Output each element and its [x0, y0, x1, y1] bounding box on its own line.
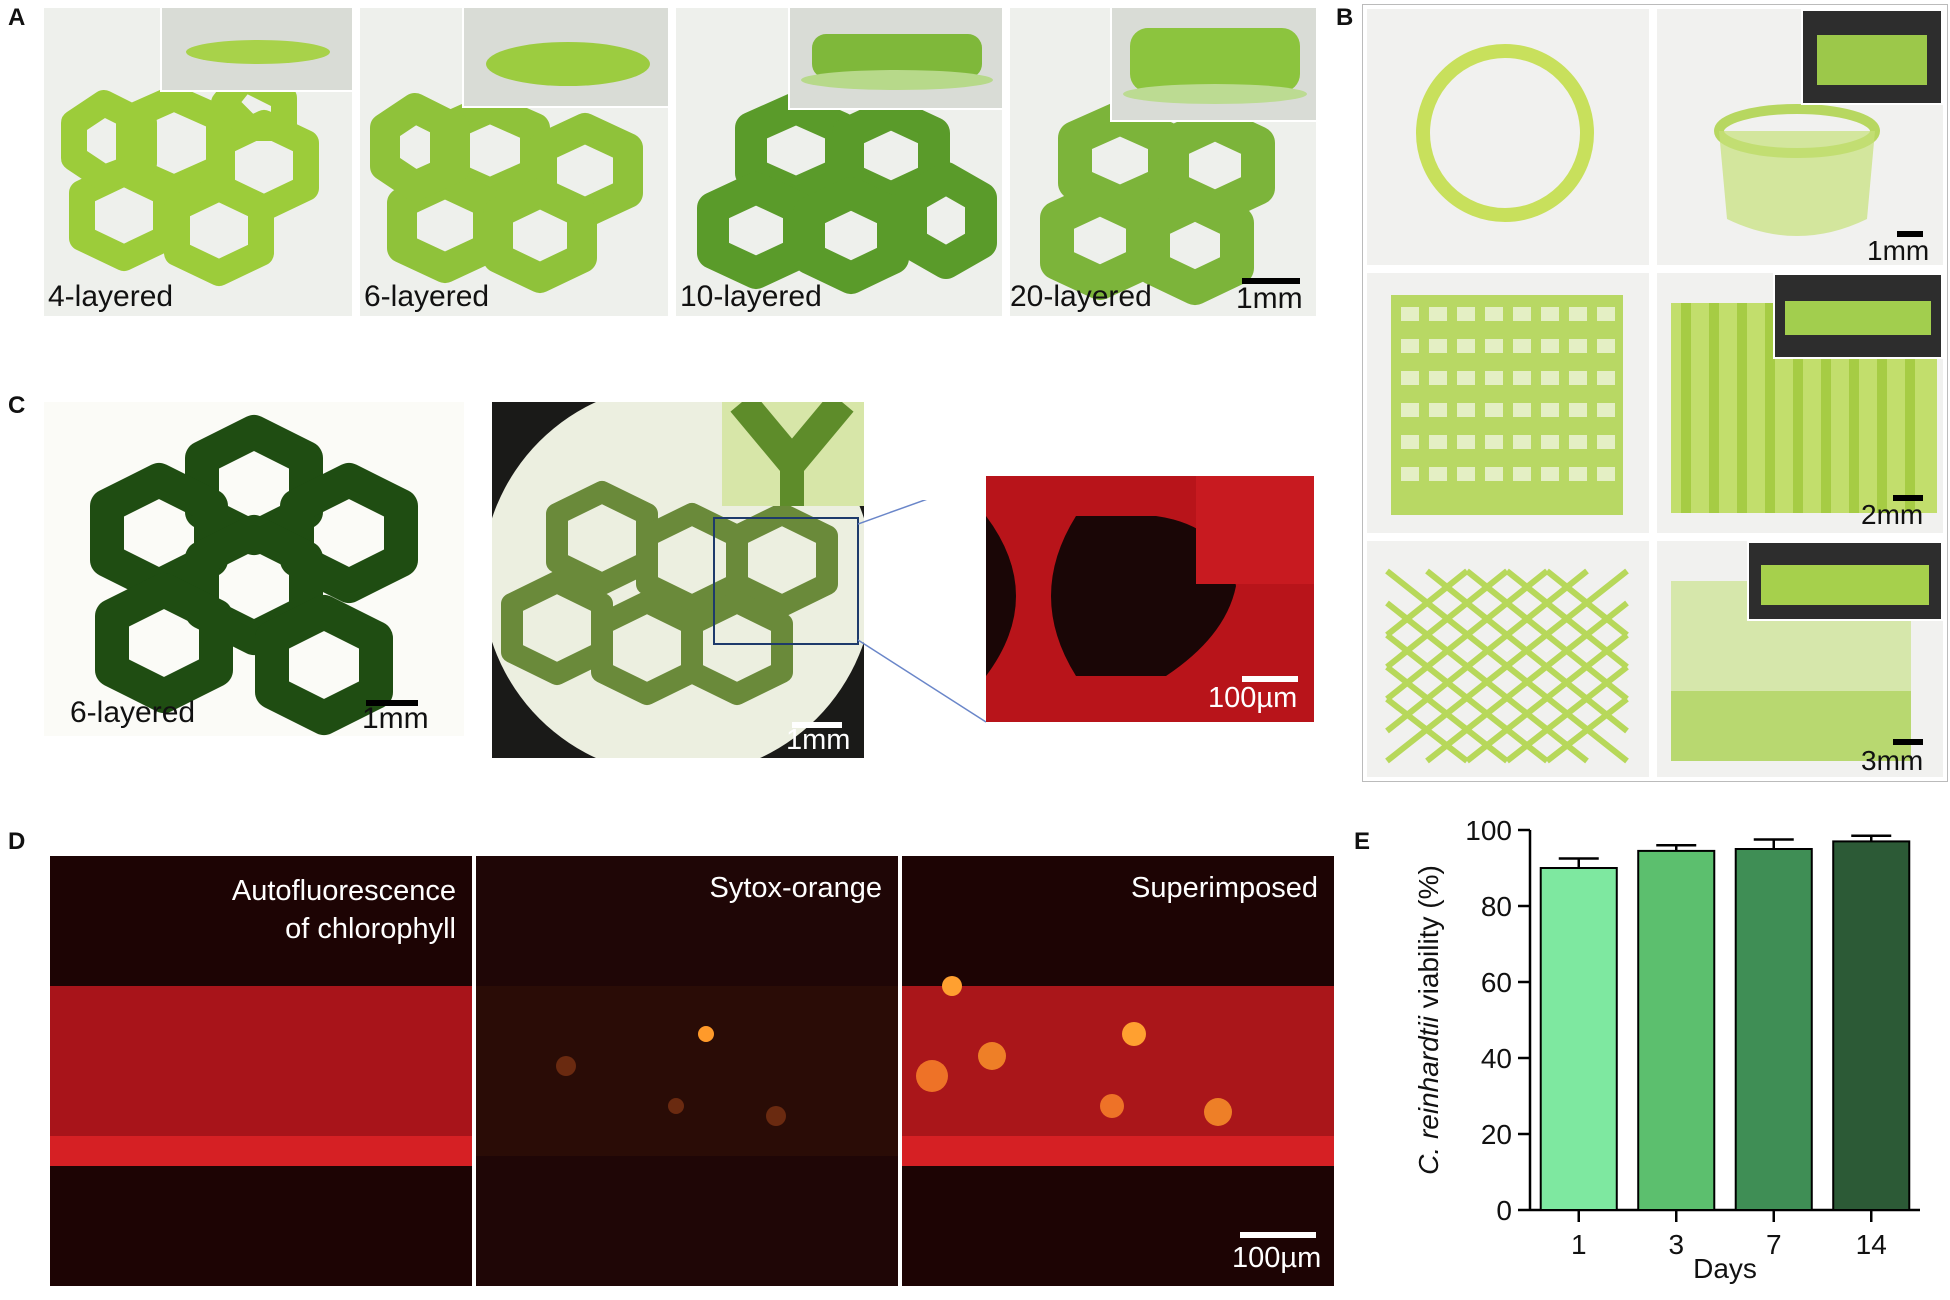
scale-bar — [1893, 739, 1923, 745]
panel-e-chart: 0 20 40 60 80 100 1 3 7 14 Days C. reinhardtii viab… — [1380, 820, 1940, 1290]
scale-bar — [1242, 676, 1298, 682]
photo-lattice-top — [1367, 541, 1649, 777]
bar — [1539, 867, 1618, 1211]
photo-4-layered: 4-layered — [44, 8, 352, 316]
photo-6-layered: 6-layered — [360, 8, 668, 316]
panel-label-e: E — [1354, 828, 1371, 855]
bar — [1734, 848, 1813, 1211]
photo-microscope: 1mm — [492, 402, 864, 758]
y-tick-label: 0 — [1496, 1195, 1512, 1226]
photo-inset — [1747, 541, 1943, 621]
scale-label: 3mm — [1861, 745, 1924, 776]
panel-b: 1mm 2mm — [1362, 4, 1948, 782]
scale-bar — [366, 700, 418, 706]
caption-6-layered: 6-layered — [364, 280, 490, 313]
photo-20-layered: 20-layered 1mm — [1010, 8, 1316, 316]
photo-inset — [160, 8, 352, 92]
scale-label: 1mm — [1867, 235, 1930, 265]
title-line-1: Autofluorescence — [231, 875, 456, 907]
y-tick-label: 80 — [1481, 891, 1512, 922]
panel-label-a: A — [8, 4, 26, 31]
caption-10-layered: 10-layered — [680, 280, 822, 313]
photo-inset — [1801, 9, 1943, 105]
photo-10-layered: 10-layered — [676, 8, 1002, 316]
scale-label: 1mm — [786, 724, 851, 756]
x-tick-label: 3 — [1668, 1229, 1684, 1260]
y-tick-label: 100 — [1465, 820, 1512, 846]
scale-label: 1mm — [362, 702, 429, 735]
photo-inset — [1773, 273, 1943, 359]
photo-ring-side: 1mm — [1657, 9, 1943, 265]
photo-grid-top — [1367, 273, 1649, 533]
bar — [1637, 849, 1716, 1212]
scale-bar — [1242, 278, 1300, 284]
bar — [1832, 840, 1911, 1212]
scale-bar — [1240, 1232, 1316, 1238]
zoom-connector-lines — [858, 500, 987, 723]
photo-autofluorescence: Autofluorescence of chlorophyll — [50, 856, 472, 1286]
scale-bar — [792, 722, 842, 728]
photo-ring-top — [1367, 9, 1649, 265]
photo-fluorescence-red: 100µm — [986, 476, 1314, 722]
title-superimposed: Superimposed — [1131, 872, 1318, 904]
caption-6-layered-c: 6-layered — [70, 696, 196, 729]
photo-sytox: Sytox-orange — [476, 856, 898, 1286]
x-tick-label: 14 — [1856, 1229, 1887, 1260]
photo-inset — [1110, 8, 1316, 122]
photo-grid-side: 2mm — [1657, 273, 1943, 533]
x-axis-label: Days — [1693, 1253, 1757, 1284]
scale-label: 100µm — [1208, 682, 1298, 714]
title-line-2: of chlorophyll — [285, 913, 456, 945]
y-tick-label: 20 — [1481, 1119, 1512, 1150]
panel-label-b: B — [1336, 4, 1354, 31]
panel-label-c: C — [8, 392, 26, 419]
scale-label: 1mm — [1236, 282, 1303, 315]
x-tick-label: 7 — [1766, 1229, 1782, 1260]
y-tick-label: 40 — [1481, 1043, 1512, 1074]
photo-inset — [462, 8, 668, 108]
caption-20-layered: 20-layered — [1010, 280, 1152, 313]
scale-bar — [1893, 495, 1923, 501]
panel-label-d: D — [8, 828, 26, 855]
title-autofluorescence: Autofluorescence of chlorophyll — [232, 872, 456, 948]
photo-inset — [1196, 476, 1314, 584]
scale-label: 2mm — [1861, 499, 1924, 530]
scale-label: 100µm — [1232, 1242, 1322, 1274]
title-sytox: Sytox-orange — [709, 872, 883, 904]
x-tick-label: 1 — [1571, 1229, 1587, 1260]
photo-6-layered-macro: 6-layered 1mm — [44, 402, 464, 736]
y-tick-label: 60 — [1481, 967, 1512, 998]
photo-inset — [722, 402, 864, 506]
viability-bar-chart: 0 20 40 60 80 100 1 3 7 14 Days C. reinhardtii viab… — [1413, 820, 1920, 1284]
photo-lattice-side: 3mm — [1657, 541, 1943, 777]
y-axis-label: C. reinhardtii viability (%) — [1413, 865, 1444, 1175]
caption-4-layered: 4-layered — [48, 280, 174, 313]
scale-bar — [1897, 231, 1923, 237]
photo-superimposed: Superimposed 100µm — [902, 856, 1334, 1286]
photo-inset — [788, 8, 1002, 110]
